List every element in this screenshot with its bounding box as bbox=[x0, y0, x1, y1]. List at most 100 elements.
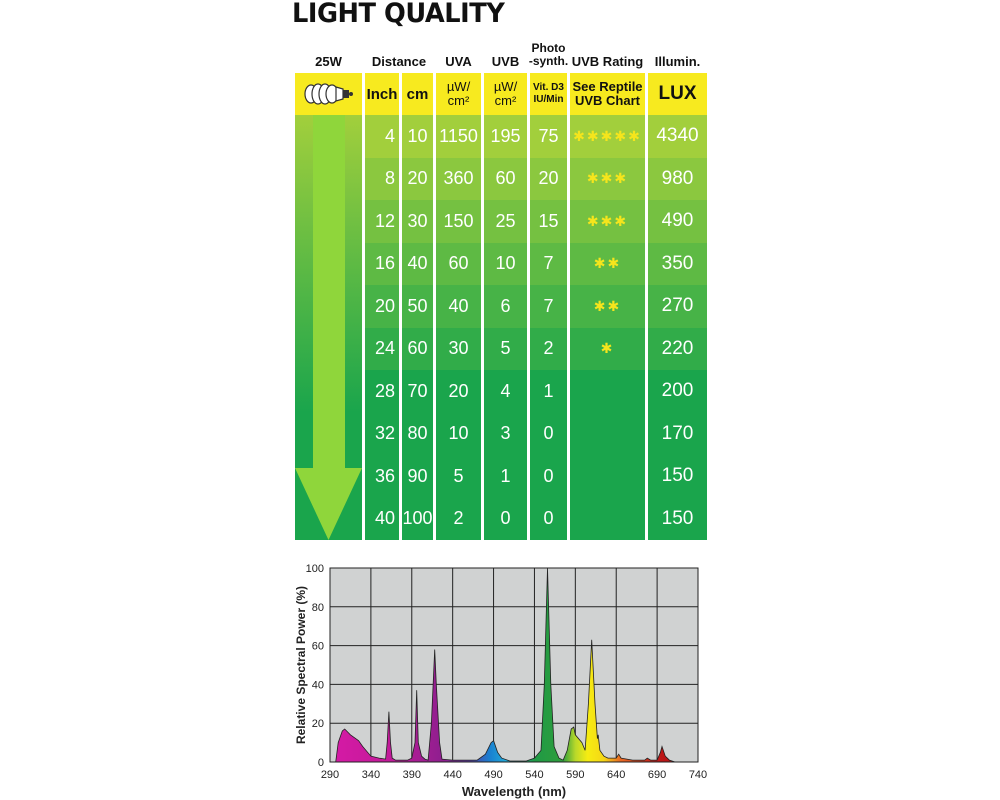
cell-vitd3: 0 bbox=[530, 497, 567, 540]
cell-inch: 24 bbox=[365, 327, 399, 370]
cell-cm: 60 bbox=[402, 327, 433, 370]
cell-uvb: 6 bbox=[484, 285, 527, 328]
cell-lux: 980 bbox=[648, 157, 707, 200]
uvb-rating-stars: ✱✱ bbox=[570, 285, 645, 328]
uvb-rating-stars bbox=[570, 370, 645, 413]
cell-uvb: 60 bbox=[484, 157, 527, 200]
cell-uva: 30 bbox=[436, 327, 481, 370]
cell-uva: 60 bbox=[436, 242, 481, 285]
cell-vitd3: 0 bbox=[530, 412, 567, 455]
y-tick-label: 0 bbox=[318, 757, 324, 769]
cell-vitd3: 0 bbox=[530, 455, 567, 498]
cell-vitd3: 75 bbox=[530, 115, 567, 158]
subheader-inch: Inch bbox=[365, 73, 399, 115]
cell-lux: 150 bbox=[648, 455, 707, 498]
cell-lux: 4340 bbox=[648, 115, 707, 158]
cell-inch: 40 bbox=[365, 497, 399, 540]
x-tick-label: 590 bbox=[566, 769, 584, 781]
cell-inch: 12 bbox=[365, 200, 399, 243]
distance-arrow-column bbox=[295, 115, 362, 540]
subheader-uva-unit: µW/ cm² bbox=[436, 73, 481, 115]
cell-vitd3: 7 bbox=[530, 285, 567, 328]
cell-inch: 4 bbox=[365, 115, 399, 158]
cell-lux: 170 bbox=[648, 412, 707, 455]
cell-uvb: 0 bbox=[484, 497, 527, 540]
cell-cm: 10 bbox=[402, 115, 433, 158]
cell-cm: 20 bbox=[402, 157, 433, 200]
cell-uva: 360 bbox=[436, 157, 481, 200]
star-icons: ✱✱✱✱✱ bbox=[573, 127, 642, 144]
x-tick-label: 740 bbox=[689, 769, 707, 781]
cell-uva: 20 bbox=[436, 370, 481, 413]
star-icons: ✱✱✱ bbox=[586, 170, 629, 187]
header-uvb-rating: UVB Rating bbox=[571, 54, 644, 69]
cell-uva: 1150 bbox=[436, 115, 481, 158]
plot-frame bbox=[329, 567, 699, 763]
x-axis-label: Wavelength (nm) bbox=[462, 784, 566, 799]
x-tick-label: 290 bbox=[321, 769, 339, 781]
cell-uvb: 10 bbox=[484, 242, 527, 285]
cell-uva: 10 bbox=[436, 412, 481, 455]
bulb-cell bbox=[295, 73, 362, 115]
cell-uvb: 25 bbox=[484, 200, 527, 243]
cell-uvb: 5 bbox=[484, 327, 527, 370]
cell-uva: 40 bbox=[436, 285, 481, 328]
cell-lux: 490 bbox=[648, 200, 707, 243]
cell-uvb: 4 bbox=[484, 370, 527, 413]
y-tick-label: 20 bbox=[312, 718, 324, 730]
light-quality-table: 25W Distance UVA UVB Photo -synth. UVB R… bbox=[295, 40, 707, 540]
header-wattage: 25W bbox=[315, 54, 342, 69]
x-tick-label: 440 bbox=[443, 769, 461, 781]
y-tick-label: 60 bbox=[312, 641, 324, 653]
plot-background bbox=[330, 568, 698, 762]
uvb-rating-stars bbox=[570, 412, 645, 455]
subheader-rating-note: See Reptile UVB Chart bbox=[570, 73, 645, 115]
x-tick-label: 540 bbox=[525, 769, 543, 781]
cell-cm: 40 bbox=[402, 242, 433, 285]
star-icons: ✱ bbox=[600, 340, 615, 357]
cell-inch: 20 bbox=[365, 285, 399, 328]
cell-uvb: 1 bbox=[484, 455, 527, 498]
header-uva: UVA bbox=[445, 54, 472, 69]
x-tick-label: 390 bbox=[403, 769, 421, 781]
subheader-lux: LUX bbox=[648, 73, 707, 115]
cell-cm: 80 bbox=[402, 412, 433, 455]
star-icons: ✱✱ bbox=[593, 297, 622, 314]
cell-lux: 150 bbox=[648, 497, 707, 540]
cell-vitd3: 15 bbox=[530, 200, 567, 243]
cell-inch: 8 bbox=[365, 157, 399, 200]
uvb-rating-stars bbox=[570, 455, 645, 498]
star-icons: ✱✱✱ bbox=[586, 212, 629, 229]
page-title: LIGHT QUALITY bbox=[292, 0, 505, 29]
cell-vitd3: 7 bbox=[530, 242, 567, 285]
uvb-rating-stars: ✱✱✱✱✱ bbox=[570, 115, 645, 158]
x-tick-label: 490 bbox=[484, 769, 502, 781]
uvb-rating-stars: ✱✱ bbox=[570, 242, 645, 285]
cell-lux: 200 bbox=[648, 370, 707, 413]
down-arrow-icon bbox=[295, 115, 362, 540]
cell-lux: 350 bbox=[648, 242, 707, 285]
uvb-rating-stars: ✱ bbox=[570, 327, 645, 370]
header-distance: Distance bbox=[371, 54, 427, 69]
cell-uva: 2 bbox=[436, 497, 481, 540]
header-photosynth: Photo -synth. bbox=[528, 41, 569, 68]
cell-vitd3: 1 bbox=[530, 370, 567, 413]
y-axis-label: Relative Spectral Power (%) bbox=[294, 586, 308, 744]
uvb-rating-stars: ✱✱✱ bbox=[570, 200, 645, 243]
cell-inch: 36 bbox=[365, 455, 399, 498]
cell-lux: 270 bbox=[648, 285, 707, 328]
cell-inch: 16 bbox=[365, 242, 399, 285]
cell-uva: 150 bbox=[436, 200, 481, 243]
y-tick-label: 100 bbox=[306, 563, 324, 575]
cell-uva: 5 bbox=[436, 455, 481, 498]
header-uvb: UVB bbox=[491, 54, 520, 69]
cell-inch: 32 bbox=[365, 412, 399, 455]
x-tick-label: 340 bbox=[362, 769, 380, 781]
cell-cm: 100 bbox=[402, 497, 433, 540]
y-tick-label: 80 bbox=[312, 602, 324, 614]
x-tick-label: 690 bbox=[648, 769, 666, 781]
cell-vitd3: 2 bbox=[530, 327, 567, 370]
cell-inch: 28 bbox=[365, 370, 399, 413]
uvb-rating-stars: ✱✱✱ bbox=[570, 157, 645, 200]
